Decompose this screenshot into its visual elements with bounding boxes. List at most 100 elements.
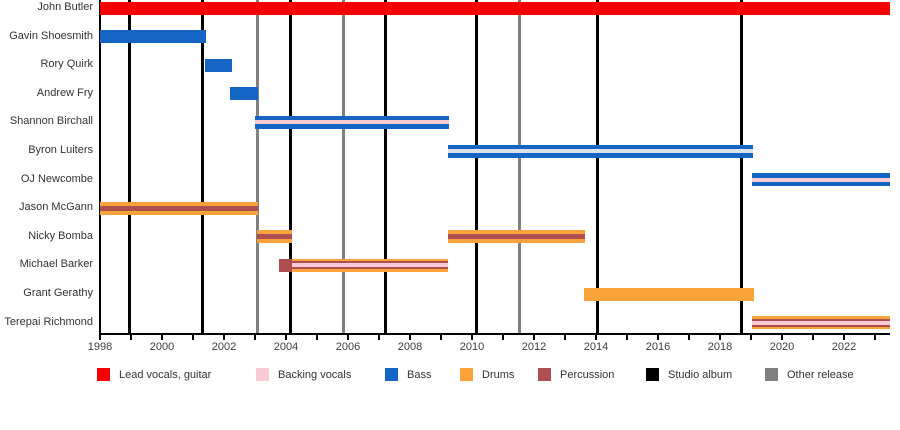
- timeline-bar: [291, 258, 449, 272]
- studio-album-line: [289, 0, 293, 333]
- legend-label: Bass: [407, 368, 432, 381]
- x-axis-tick-label: 2016: [645, 341, 671, 353]
- bar-layer-backing: [255, 120, 450, 125]
- bass-swatch: [385, 368, 398, 381]
- bar-layer-lead: [100, 1, 890, 15]
- member-label: John Butler: [37, 1, 93, 13]
- timeline-bar: [205, 58, 233, 72]
- x-axis-tick-label: 2018: [707, 341, 733, 353]
- bar-layer-backing: [291, 263, 449, 268]
- bar-layer-drums: [100, 201, 259, 206]
- bar-layer-percussion: [751, 324, 890, 327]
- legend-label: Backing vocals: [278, 368, 352, 381]
- backing-swatch: [256, 368, 269, 381]
- bar-layer-percussion: [256, 234, 292, 240]
- x-axis-tick: [378, 335, 380, 340]
- legend-item-bass: Bass: [385, 368, 431, 381]
- x-axis-tick: [409, 335, 411, 340]
- lead-swatch: [97, 368, 110, 381]
- studio-album-line: [740, 0, 744, 333]
- member-label: Jason McGann: [19, 201, 93, 214]
- x-axis-tick: [595, 335, 597, 340]
- x-axis-tick: [99, 335, 101, 340]
- x-axis-tick: [750, 335, 752, 340]
- timeline-bar: [229, 87, 259, 101]
- x-axis-tick: [223, 335, 225, 340]
- x-axis-tick: [130, 335, 132, 340]
- timeline-bar: [448, 230, 586, 244]
- bar-layer-bass: [229, 87, 259, 101]
- x-axis-tick: [254, 335, 256, 340]
- legend-label: Drums: [482, 368, 515, 381]
- x-axis-tick: [626, 335, 628, 340]
- x-axis-tick-label: 2004: [273, 341, 299, 353]
- member-label: Terepai Richmond: [4, 315, 93, 328]
- bar-layer-drums: [256, 239, 292, 244]
- studio-album-line: [474, 0, 478, 333]
- x-axis-tick: [781, 335, 783, 340]
- x-axis-tick: [347, 335, 349, 340]
- other-release-line: [342, 0, 346, 333]
- legend-item-drums: Drums: [460, 368, 514, 381]
- bar-layer-bass: [255, 115, 450, 121]
- bar-layer-drums: [751, 316, 890, 319]
- bar-layer-drums: [256, 230, 292, 235]
- x-axis-tick-label: 2006: [335, 341, 361, 353]
- timeline-bar: [448, 144, 753, 158]
- legend: Lead vocals, guitar Backing vocals Bass Dru…: [0, 368, 900, 392]
- bar-layer-drums: [291, 258, 449, 262]
- bar-layer-percussion: [291, 261, 449, 264]
- bar-layer-bass: [100, 30, 207, 44]
- x-axis-tick: [812, 335, 814, 340]
- x-axis-tick: [657, 335, 659, 340]
- x-axis-tick: [874, 335, 876, 340]
- bar-layer-light: [448, 149, 753, 153]
- timeline-bar: [256, 230, 292, 244]
- x-axis-tick-label: 2020: [769, 341, 795, 353]
- legend-item-lead: Lead vocals, guitar: [97, 368, 211, 381]
- x-axis-tick-label: 2008: [397, 341, 423, 353]
- member-label: Nicky Bomba: [28, 229, 93, 242]
- x-axis-tick: [843, 335, 845, 340]
- x-axis-tick-label: 2000: [149, 341, 175, 353]
- bar-layer-drums: [291, 269, 449, 272]
- studio-album-line: [127, 0, 131, 333]
- member-label: Michael Barker: [19, 258, 93, 271]
- bar-layer-bass: [448, 153, 753, 158]
- x-axis-tick-label: 2022: [831, 341, 857, 353]
- x-axis-tick: [719, 335, 721, 340]
- x-axis-tick-label: 2014: [583, 341, 609, 353]
- legend-item-studio: Studio album: [646, 368, 732, 381]
- timeline-bar: [278, 258, 292, 272]
- timeline-bar: [751, 173, 890, 187]
- x-axis-line: [100, 333, 890, 335]
- studio-album-line: [384, 0, 388, 333]
- x-axis-tick: [440, 335, 442, 340]
- x-axis-tick: [471, 335, 473, 340]
- bar-layer-drums: [583, 287, 755, 301]
- bar-layer-drums: [448, 230, 586, 235]
- bar-layer-drums: [448, 239, 586, 244]
- member-label: Rory Quirk: [40, 58, 93, 71]
- timeline-bar: [100, 201, 259, 215]
- bar-layer-bass: [205, 58, 233, 72]
- other-release-line: [255, 0, 259, 333]
- percussion-swatch: [538, 368, 551, 381]
- legend-label: Other release: [787, 368, 854, 381]
- timeline-bar: [100, 30, 207, 44]
- legend-item-backing: Backing vocals: [256, 368, 351, 381]
- bar-layer-backing: [751, 177, 890, 182]
- legend-label: Studio album: [668, 368, 733, 381]
- bar-layer-percussion: [448, 234, 586, 240]
- legend-label: Lead vocals, guitar: [119, 368, 212, 381]
- bar-layer-bass: [751, 173, 890, 178]
- bar-layer-bass: [448, 144, 753, 149]
- member-label: Gavin Shoesmith: [9, 29, 93, 42]
- bar-layer-percussion: [751, 318, 890, 321]
- timeline-bar: [583, 287, 755, 301]
- other-swatch: [765, 368, 778, 381]
- bar-layer-percussion: [291, 267, 449, 270]
- member-label: Andrew Fry: [36, 86, 93, 99]
